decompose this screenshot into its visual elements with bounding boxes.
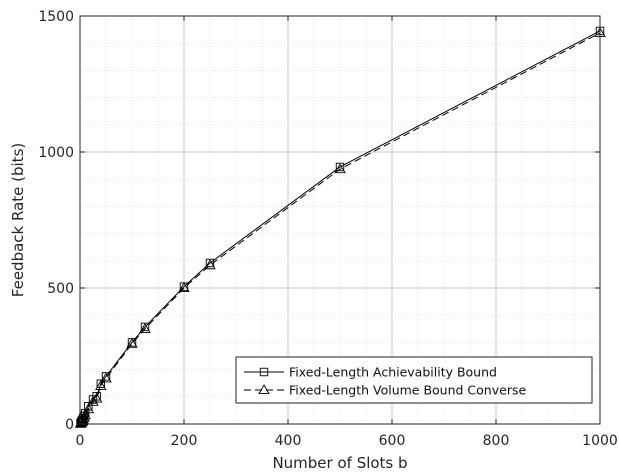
x-tick-label: 600: [379, 433, 406, 449]
data-point-triangle: [126, 337, 138, 348]
y-tick-label: 0: [65, 417, 74, 433]
data-point-triangle: [204, 259, 216, 270]
data-point-triangle: [334, 163, 346, 174]
legend-label-2: Fixed-Length Volume Bound Converse: [289, 383, 526, 398]
data-point-triangle: [95, 380, 107, 390]
data-point-triangle: [87, 395, 99, 406]
x-tick-label: 0: [76, 433, 85, 449]
x-axis-label: Number of Slots b: [272, 454, 407, 472]
data-point-triangle: [90, 392, 103, 403]
legend-label-1: Fixed-Length Achievability Bound: [289, 365, 497, 380]
x-tick-label: 800: [483, 433, 510, 449]
x-tick-label: 1000: [582, 433, 618, 449]
legend: Fixed-Length Achievability Bound Fixed-Le…: [235, 356, 593, 404]
series-group: [74, 26, 606, 428]
y-axis-label: Feedback Rate (bits): [9, 143, 27, 297]
data-point-triangle: [79, 409, 91, 420]
data-point-square: [335, 162, 345, 172]
y-tick-label: 1500: [38, 9, 74, 25]
data-point-triangle: [82, 403, 95, 414]
y-tick-label: 1000: [38, 145, 74, 161]
plot-frame: [79, 15, 601, 425]
data-point-square: [259, 367, 269, 377]
ticks: 0 200 400 600 800 1000 0 500 1000 1500: [38, 9, 617, 449]
data-point-triangle: [178, 282, 190, 293]
series-2: [74, 27, 606, 428]
data-point-triangle: [139, 322, 151, 333]
y-tick-label: 500: [47, 281, 74, 297]
data-point-triangle: [100, 372, 112, 383]
data-point-square: [96, 379, 106, 388]
x-tick-label: 400: [275, 433, 302, 449]
legend-box: [235, 356, 593, 404]
data-point-triangle: [258, 384, 270, 395]
x-tick-label: 200: [171, 433, 198, 449]
